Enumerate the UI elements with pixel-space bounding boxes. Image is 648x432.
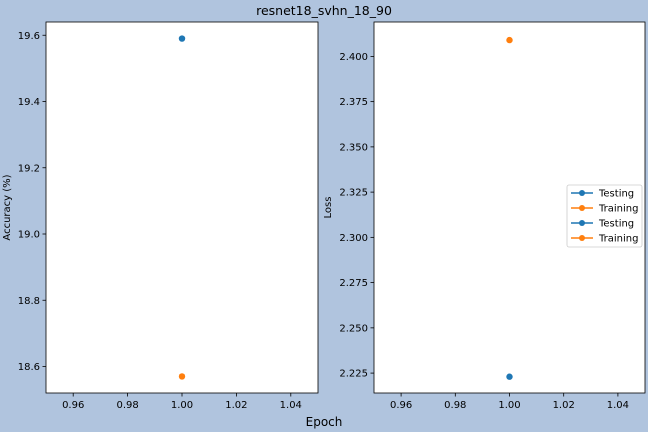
x-tick-label: 1.04 bbox=[280, 400, 302, 411]
y-tick-label: 18.8 bbox=[18, 296, 40, 307]
data-point bbox=[178, 35, 186, 42]
y-tick-label: 19.2 bbox=[18, 163, 40, 174]
accuracy-axes: 0.96 0.98 1.00 1.02 1.04 18.6 18.8 19.0 19.2 19.4… bbox=[2, 21, 319, 411]
y-tick-label: 2.375 bbox=[339, 97, 368, 108]
loss-axes: 0.96 0.98 1.00 1.02 1.04 2.225 2.250 2.275 2.300… bbox=[323, 21, 646, 411]
plot-area bbox=[45, 21, 319, 394]
y-tick-label: 2.300 bbox=[339, 233, 368, 244]
x-tick-label: 1.02 bbox=[553, 400, 575, 411]
figure-title: resnet18_svhn_18_90 bbox=[256, 3, 392, 18]
legend-label: Testing bbox=[598, 189, 634, 200]
x-tick-label: 1.04 bbox=[607, 400, 629, 411]
legend-label: Training bbox=[598, 204, 638, 215]
legend-box bbox=[566, 184, 643, 248]
data-point bbox=[506, 36, 513, 44]
data-point bbox=[506, 373, 513, 380]
y-tick-label: 2.275 bbox=[339, 278, 368, 289]
y-axis-label: Loss bbox=[323, 197, 334, 219]
y-tick-label: 2.400 bbox=[339, 52, 368, 63]
legend: Testing Training Testing Training bbox=[566, 184, 643, 248]
legend-item: Testing bbox=[571, 219, 634, 230]
y-tick-label: 19.6 bbox=[18, 31, 40, 42]
legend-item: Testing bbox=[571, 189, 634, 200]
legend-label: Testing bbox=[598, 219, 634, 230]
x-tick-label: 1.02 bbox=[225, 400, 247, 411]
x-tick-label: 0.98 bbox=[116, 400, 138, 411]
y-tick-label: 2.350 bbox=[339, 142, 368, 153]
y-tick-label: 2.225 bbox=[339, 369, 368, 380]
x-tick-label: 0.96 bbox=[62, 400, 84, 411]
legend-marker bbox=[579, 205, 585, 211]
x-tick-label: 0.98 bbox=[444, 400, 466, 411]
y-tick-label: 2.325 bbox=[339, 188, 368, 199]
legend-marker bbox=[579, 235, 585, 241]
y-tick-label: 18.6 bbox=[18, 362, 40, 373]
legend-marker bbox=[579, 190, 585, 196]
y-axis-label: Accuracy (%) bbox=[2, 174, 13, 240]
y-tick-label: 2.250 bbox=[339, 323, 368, 334]
data-point bbox=[178, 373, 186, 380]
legend-item: Training bbox=[571, 204, 638, 215]
y-tick-label: 19.0 bbox=[18, 230, 40, 241]
legend-marker bbox=[579, 220, 585, 226]
x-tick-label: 1.00 bbox=[498, 400, 520, 411]
figure-xlabel: Epoch bbox=[306, 415, 343, 429]
legend-label: Training bbox=[598, 234, 638, 245]
y-tick-label: 19.4 bbox=[18, 97, 40, 108]
x-tick-label: 0.96 bbox=[390, 400, 412, 411]
legend-item: Training bbox=[571, 234, 638, 245]
x-tick-label: 1.00 bbox=[171, 400, 193, 411]
